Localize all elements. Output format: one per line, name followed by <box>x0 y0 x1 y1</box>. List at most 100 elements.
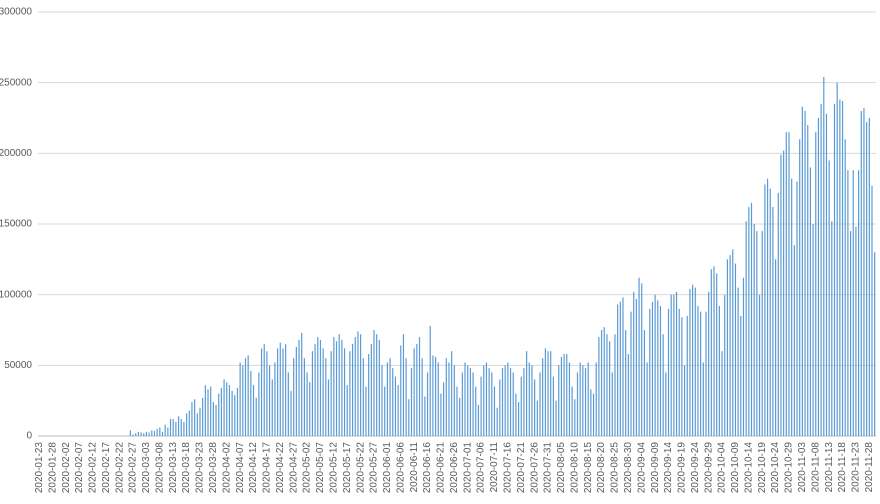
bar <box>526 351 528 436</box>
bar <box>737 287 739 436</box>
bar <box>250 370 252 436</box>
x-tick-label: 2020-07-21 <box>516 442 527 494</box>
x-tick-label: 2020-11-18 <box>837 442 848 493</box>
bar <box>777 192 779 436</box>
bar <box>606 334 608 436</box>
x-tick-label: 2020-07-31 <box>543 442 554 494</box>
bar <box>844 139 846 436</box>
bar <box>716 273 718 436</box>
bar <box>705 311 707 436</box>
bar <box>783 150 785 437</box>
bar <box>247 355 249 436</box>
bar <box>825 113 828 436</box>
bar <box>815 132 817 436</box>
bar <box>507 362 509 436</box>
bar <box>558 365 560 436</box>
x-tick-label: 2020-02-17 <box>101 442 112 494</box>
bar <box>552 376 554 436</box>
bar <box>590 389 592 436</box>
y-tick-label: 0 <box>26 431 32 442</box>
bar <box>242 365 244 436</box>
bar <box>183 421 185 436</box>
bar <box>849 231 852 436</box>
bar <box>863 108 865 437</box>
bar <box>539 372 541 436</box>
bar <box>820 103 822 436</box>
bar <box>153 431 156 436</box>
x-tick-label: 2020-06-21 <box>436 442 447 494</box>
bar <box>809 167 812 436</box>
bar <box>338 334 340 436</box>
x-tick-label: 2020-11-23 <box>851 442 862 493</box>
bar <box>833 103 836 436</box>
bar <box>568 362 571 436</box>
bar <box>451 351 453 436</box>
bar <box>692 284 694 436</box>
bar <box>523 368 525 436</box>
bar <box>263 344 265 436</box>
bar <box>408 399 410 436</box>
bar <box>381 365 383 436</box>
bar <box>713 266 715 436</box>
bar <box>534 379 536 436</box>
bar <box>584 368 587 436</box>
y-tick-label: 150000 <box>0 219 32 230</box>
bar <box>322 348 324 436</box>
x-tick-label: 2020-08-20 <box>596 442 607 494</box>
bar <box>587 362 589 436</box>
bar <box>373 330 375 436</box>
bar <box>871 185 873 436</box>
x-tick-label: 2020-11-13 <box>824 442 835 493</box>
bar <box>748 207 750 436</box>
x-tick-label: 2020-04-02 <box>221 442 232 494</box>
bar <box>694 287 696 436</box>
x-tick-label: 2020-07-11 <box>489 442 500 493</box>
x-tick-label: 2020-09-09 <box>650 442 661 494</box>
bar <box>164 424 166 436</box>
bar <box>188 410 190 436</box>
bar <box>598 337 600 436</box>
x-tick-label: 2020-04-17 <box>262 442 273 494</box>
bar <box>448 362 450 436</box>
x-tick-label: 2020-07-26 <box>529 442 540 494</box>
x-tick-label: 2020-05-17 <box>342 442 353 494</box>
bar <box>389 358 391 436</box>
bar <box>180 419 182 436</box>
bar <box>148 432 150 436</box>
bar <box>220 387 222 436</box>
bar <box>493 386 496 436</box>
bar <box>566 354 568 436</box>
bar <box>172 419 174 436</box>
bar <box>654 294 656 436</box>
bar <box>697 305 699 436</box>
bar <box>370 344 372 436</box>
x-tick-label: 2020-04-12 <box>248 442 259 494</box>
x-tick-label: 2020-09-19 <box>677 442 688 494</box>
bar <box>857 170 860 436</box>
bar <box>603 327 605 436</box>
bar <box>799 139 801 436</box>
bar <box>475 386 477 436</box>
bar <box>258 372 260 436</box>
y-tick-label: 300000 <box>0 7 32 18</box>
bar <box>330 351 332 436</box>
bar <box>349 351 351 436</box>
bar <box>298 339 300 436</box>
bar <box>675 291 678 436</box>
bar <box>453 365 455 436</box>
bar <box>295 346 297 436</box>
bar <box>212 402 214 436</box>
y-tick-label: 200000 <box>0 148 32 159</box>
bar <box>550 351 552 436</box>
x-tick-label: 2020-05-12 <box>328 442 339 494</box>
x-tick-label: 2020-09-29 <box>703 442 714 494</box>
bar <box>702 362 704 436</box>
x-tick-label: 2020-06-11 <box>409 442 420 493</box>
x-tick-label: 2020-10-19 <box>757 442 768 494</box>
bar <box>314 344 316 436</box>
bar <box>343 348 346 436</box>
bar <box>595 362 597 436</box>
bar <box>410 368 413 436</box>
bar <box>651 301 654 436</box>
bar <box>662 334 664 436</box>
